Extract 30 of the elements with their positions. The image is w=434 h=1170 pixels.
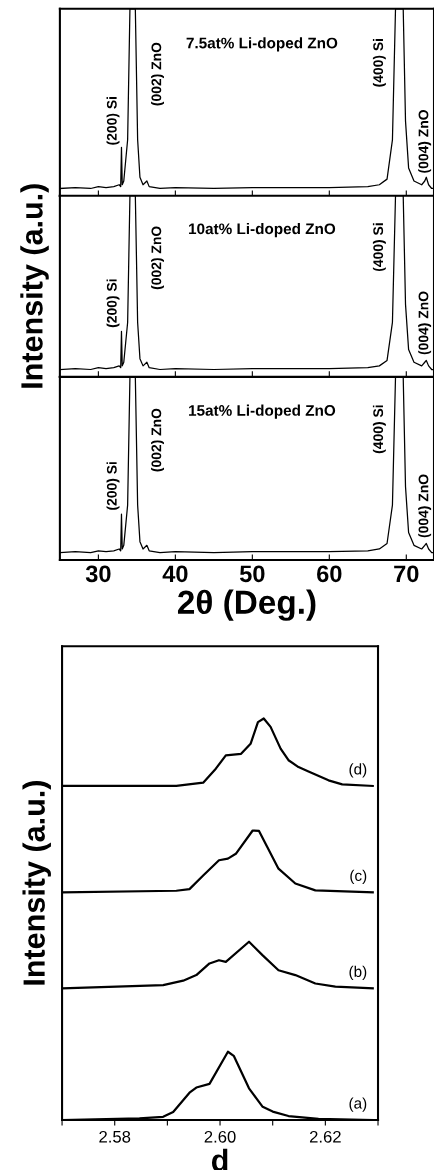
x-tick-label: 40 <box>162 565 188 583</box>
annotation: (004) ZnO <box>418 110 432 173</box>
x-tick-label: 2.60 <box>204 1130 236 1143</box>
text: 7.5at% Li-doped ZnO <box>186 37 338 52</box>
annotation: (400) Si <box>372 38 386 87</box>
annotation: (200) Si <box>106 97 120 145</box>
x-tick-label: 70 <box>394 565 419 583</box>
series-label: (c) <box>350 869 367 885</box>
annotation: (002) ZnO <box>151 42 165 106</box>
x-tick-label: 30 <box>85 565 111 583</box>
text: 10at% Li-doped ZnO <box>189 223 336 238</box>
series-label: (b) <box>349 965 367 980</box>
x-axis-title: 2θ (Deg.) <box>177 589 316 621</box>
annotation: (200) Si <box>106 462 120 510</box>
annotation: (400) Si <box>372 223 386 272</box>
x-tick-label: 2.58 <box>99 1130 131 1143</box>
text: 15at% Li-doped ZnO <box>189 404 336 419</box>
annotation: (004) ZnO <box>418 291 432 355</box>
y-axis-title: Intensity (a.u.) <box>20 184 49 388</box>
annotation: (002) ZnO <box>151 226 165 290</box>
x-tick-label: 60 <box>317 565 342 583</box>
annotation: (002) ZnO <box>151 408 165 472</box>
y-axis-title: Intensity (a.u.) <box>22 781 51 985</box>
annotation: (004) ZnO <box>418 474 432 538</box>
annotation: (200) Si <box>106 279 120 328</box>
x-tick-label: 2.62 <box>309 1130 341 1143</box>
series-label: (a) <box>349 1097 367 1112</box>
series-label: (d) <box>349 763 367 778</box>
annotation: (400) Si <box>372 405 386 454</box>
x-tick-label: 50 <box>239 565 265 583</box>
